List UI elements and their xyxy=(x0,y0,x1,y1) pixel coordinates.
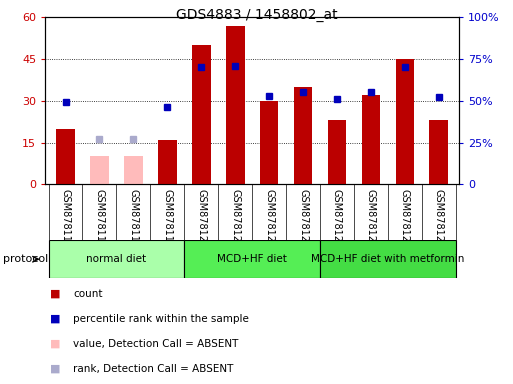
Bar xyxy=(124,157,143,184)
Text: rank, Detection Call = ABSENT: rank, Detection Call = ABSENT xyxy=(73,364,234,374)
Bar xyxy=(184,240,320,278)
Bar xyxy=(294,87,312,184)
Text: ■: ■ xyxy=(50,364,61,374)
Text: GSM878124: GSM878124 xyxy=(332,189,342,248)
Bar xyxy=(320,240,456,278)
Bar xyxy=(192,45,210,184)
Text: protocol: protocol xyxy=(3,254,48,264)
Text: GSM878117: GSM878117 xyxy=(94,189,105,248)
Bar xyxy=(158,140,176,184)
Bar xyxy=(429,120,448,184)
Text: GSM878127: GSM878127 xyxy=(434,189,444,248)
Text: GDS4883 / 1458802_at: GDS4883 / 1458802_at xyxy=(175,8,338,22)
Text: MCD+HF diet with metformin: MCD+HF diet with metformin xyxy=(311,254,465,264)
Text: GSM878126: GSM878126 xyxy=(400,189,410,248)
Bar xyxy=(226,26,245,184)
Bar xyxy=(396,59,414,184)
Text: ■: ■ xyxy=(50,339,61,349)
Text: GSM878122: GSM878122 xyxy=(264,189,274,248)
Text: GSM878123: GSM878123 xyxy=(298,189,308,248)
Text: normal diet: normal diet xyxy=(86,254,147,264)
Text: GSM878119: GSM878119 xyxy=(162,189,172,248)
Text: GSM878120: GSM878120 xyxy=(196,189,206,248)
Text: count: count xyxy=(73,289,103,299)
Bar xyxy=(56,129,75,184)
Bar xyxy=(328,120,346,184)
Text: percentile rank within the sample: percentile rank within the sample xyxy=(73,314,249,324)
Text: GSM878125: GSM878125 xyxy=(366,189,376,248)
Text: MCD+HF diet: MCD+HF diet xyxy=(217,254,287,264)
Text: value, Detection Call = ABSENT: value, Detection Call = ABSENT xyxy=(73,339,239,349)
Bar xyxy=(49,240,184,278)
Text: GSM878116: GSM878116 xyxy=(61,189,70,248)
Text: ■: ■ xyxy=(50,289,61,299)
Bar xyxy=(260,101,279,184)
Text: ■: ■ xyxy=(50,314,61,324)
Text: GSM878121: GSM878121 xyxy=(230,189,240,248)
Bar xyxy=(362,95,380,184)
Text: GSM878118: GSM878118 xyxy=(128,189,139,248)
Bar xyxy=(90,157,109,184)
